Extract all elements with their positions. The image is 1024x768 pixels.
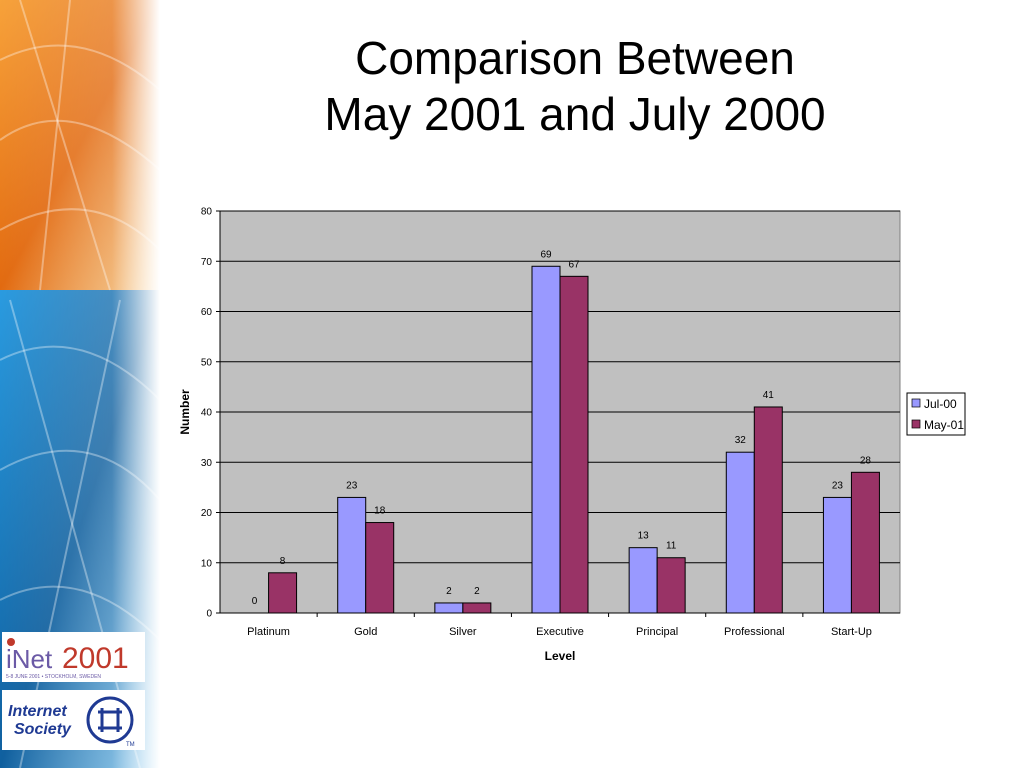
- data-label-may-01: 18: [374, 506, 386, 517]
- svg-text:Internet: Internet: [8, 703, 67, 720]
- slide-title-line-2: May 2001 and July 2000: [324, 88, 826, 140]
- data-label-may-01: 67: [568, 259, 580, 270]
- svg-text:2001: 2001: [62, 642, 129, 675]
- data-label-jul-00: 0: [252, 596, 258, 607]
- x-axis-title: Level: [545, 649, 576, 663]
- data-label-jul-00: 69: [540, 249, 552, 260]
- x-axis-labels: Platinum Gold Silver Executive Principal Prof…: [247, 613, 872, 638]
- x-tick-label: Executive: [536, 626, 584, 638]
- bar-may-01: [850, 471, 880, 614]
- data-label-may-01: 11: [666, 541, 677, 552]
- legend-swatch-jul-00: [911, 398, 921, 408]
- inet-2001-logo: iNet 2001 5-8 JUNE 2001 • STOCKHOLM, SWE…: [2, 632, 145, 682]
- bar-jul-00: [531, 265, 561, 614]
- bar-may-01: [365, 522, 395, 614]
- bar-jul-00: [725, 451, 755, 614]
- data-label-jul-00: 32: [735, 435, 747, 446]
- svg-text:5-8 JUNE 2001 • STOCKHOLM, SWE: 5-8 JUNE 2001 • STOCKHOLM, SWEDEN: [6, 674, 101, 680]
- legend-label-jul-00: Jul-00: [924, 397, 957, 411]
- y-axis-title: Number: [178, 389, 192, 435]
- x-tick-label: Professional: [724, 626, 785, 638]
- y-tick-label: 10: [201, 558, 213, 569]
- data-label-may-01: 28: [860, 455, 872, 466]
- bar-jul-00: [434, 602, 464, 614]
- x-tick-label: Platinum: [247, 626, 290, 638]
- internet-society-logo: Internet Society TM: [2, 690, 145, 750]
- x-tick-label: Principal: [636, 626, 678, 638]
- y-tick-label: 40: [201, 408, 213, 419]
- y-tick-label: 70: [201, 257, 213, 268]
- slide-title-line-1: Comparison Between: [355, 32, 795, 84]
- svg-text:iNet: iNet: [6, 644, 53, 674]
- slide-title: Comparison Between May 2001 and July 200…: [200, 30, 950, 142]
- bar-jul-00: [337, 496, 367, 614]
- y-tick-label: 50: [201, 357, 213, 368]
- svg-text:Society: Society: [14, 721, 72, 738]
- data-label-may-01: 41: [763, 390, 775, 401]
- data-label-jul-00: 23: [832, 480, 844, 491]
- bar-may-01: [656, 557, 686, 614]
- bar-may-01: [559, 275, 589, 614]
- x-tick-label: Silver: [449, 626, 477, 638]
- data-label-may-01: 8: [280, 556, 286, 567]
- data-label-may-01: 2: [474, 586, 480, 597]
- bar-may-01: [268, 572, 298, 614]
- bar-may-01: [462, 602, 492, 614]
- data-label-jul-00: 13: [638, 531, 650, 542]
- y-tick-label: 60: [201, 307, 213, 318]
- bars: [268, 265, 880, 614]
- y-axis-ticks: 0 10 20 30 40 50 60 70 80: [201, 207, 220, 620]
- bar-jul-00: [822, 496, 852, 614]
- bar-may-01: [753, 406, 783, 614]
- svg-text:TM: TM: [126, 742, 135, 748]
- y-tick-label: 0: [206, 609, 212, 620]
- y-tick-label: 80: [201, 207, 213, 218]
- legend: Jul-00 May-01: [906, 392, 966, 436]
- data-labels: 0 8 23 18 2 2 69 67 13 11 32 41 23 28: [252, 249, 872, 607]
- y-tick-label: 30: [201, 458, 213, 469]
- legend-label-may-01: May-01: [924, 418, 964, 432]
- x-tick-label: Gold: [354, 626, 377, 638]
- data-label-jul-00: 2: [446, 586, 452, 597]
- decorative-banner: [0, 0, 160, 768]
- y-tick-label: 20: [201, 508, 213, 519]
- data-label-jul-00: 23: [346, 480, 358, 491]
- legend-swatch-may-01: [911, 419, 921, 429]
- x-tick-label: Start-Up: [831, 626, 872, 638]
- bar-jul-00: [628, 547, 658, 614]
